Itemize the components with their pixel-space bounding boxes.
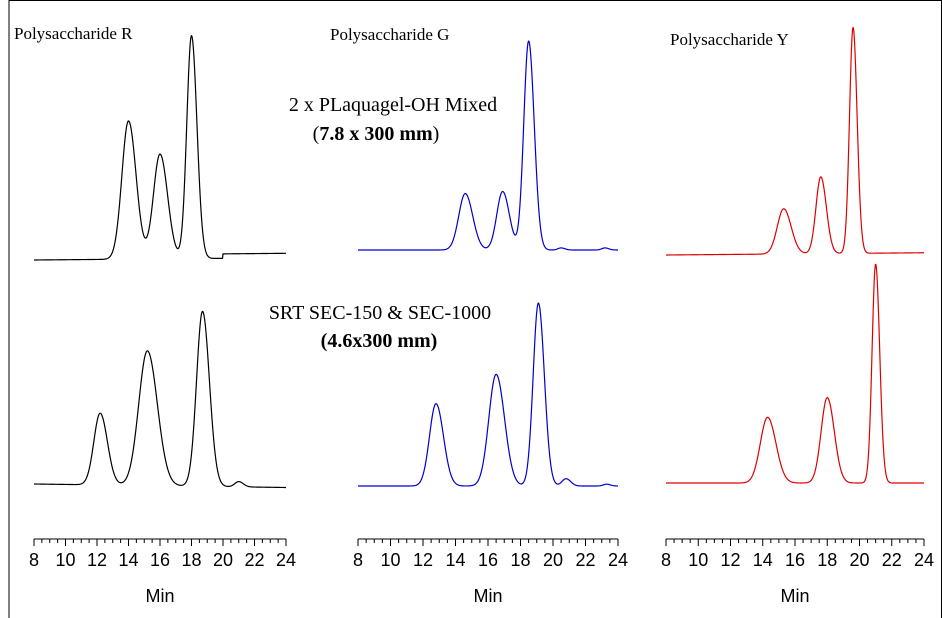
x-tick-label: 24 bbox=[276, 550, 296, 570]
column-label-top-paren-close: ) bbox=[433, 123, 440, 145]
x-tick-label: 8 bbox=[29, 550, 39, 570]
x-tick-label: 12 bbox=[720, 550, 740, 570]
trace-bottom-series bbox=[665, 263, 925, 484]
x-tick-label: 24 bbox=[914, 550, 934, 570]
x-tick-label: 16 bbox=[150, 550, 170, 570]
x-axis-title: Min bbox=[473, 586, 502, 606]
x-tick-label: 10 bbox=[688, 550, 708, 570]
panel-2: 8 10 12 14 16 18 20 22 24 Min bbox=[353, 40, 628, 606]
x-tick-label: 14 bbox=[445, 550, 465, 570]
panel-title-polysaccharide-g: Polysaccharide G bbox=[330, 25, 449, 44]
column-label-top-paren-open: ( bbox=[313, 123, 320, 145]
x-tick-label: 16 bbox=[478, 550, 498, 570]
panel-3: 8 10 12 14 16 18 20 22 24 Min bbox=[661, 26, 934, 606]
x-tick-label: 18 bbox=[181, 550, 201, 570]
x-tick-label: 14 bbox=[753, 550, 773, 570]
x-tick-label: 8 bbox=[661, 550, 671, 570]
trace-bottom-series bbox=[33, 310, 287, 489]
x-tick-label: 20 bbox=[213, 550, 233, 570]
column-label-top-line1: 2 x PLaquagel-OH Mixed bbox=[289, 94, 497, 116]
x-tick-label: 22 bbox=[575, 550, 595, 570]
x-tick-label: 12 bbox=[87, 550, 107, 570]
x-axis-title: Min bbox=[145, 586, 174, 606]
x-tick-label: 14 bbox=[118, 550, 138, 570]
column-label-bottom-line2: (4.6x300 mm) bbox=[321, 330, 438, 352]
x-tick-label: 10 bbox=[55, 550, 75, 570]
trace-top-series bbox=[33, 34, 287, 261]
column-label-bottom-line1: SRT SEC-150 & SEC-1000 bbox=[269, 302, 491, 324]
trace-top-series bbox=[665, 26, 925, 256]
chromatogram-panels: 8 10 12 14 16 18 20 22 24 Min 8 10 12 14 16 18 20 22 24 Min… bbox=[29, 26, 934, 606]
x-tick-label: 18 bbox=[510, 550, 530, 570]
x-tick-label: 16 bbox=[785, 550, 805, 570]
panel-title-polysaccharide-y: Polysaccharide Y bbox=[670, 30, 789, 49]
panel-1: 8 10 12 14 16 18 20 22 24 Min bbox=[29, 34, 296, 606]
x-tick-label: 22 bbox=[244, 550, 264, 570]
x-tick-label: 22 bbox=[882, 550, 902, 570]
x-axis-title: Min bbox=[780, 586, 809, 606]
x-tick-label: 20 bbox=[849, 550, 869, 570]
x-tick-label: 8 bbox=[353, 550, 363, 570]
x-tick-label: 10 bbox=[380, 550, 400, 570]
column-label-top-line2: (7.8 x 300 mm) bbox=[313, 123, 440, 145]
x-tick-label: 12 bbox=[413, 550, 433, 570]
trace-bottom-series bbox=[357, 302, 619, 487]
trace-top-series bbox=[357, 40, 619, 251]
x-tick-label: 24 bbox=[608, 550, 628, 570]
panel-title-polysaccharide-r: Polysaccharide R bbox=[14, 24, 133, 43]
column-label-top-dims: 7.8 x 300 mm bbox=[319, 123, 433, 145]
x-tick-label: 20 bbox=[543, 550, 563, 570]
x-tick-label: 18 bbox=[817, 550, 837, 570]
